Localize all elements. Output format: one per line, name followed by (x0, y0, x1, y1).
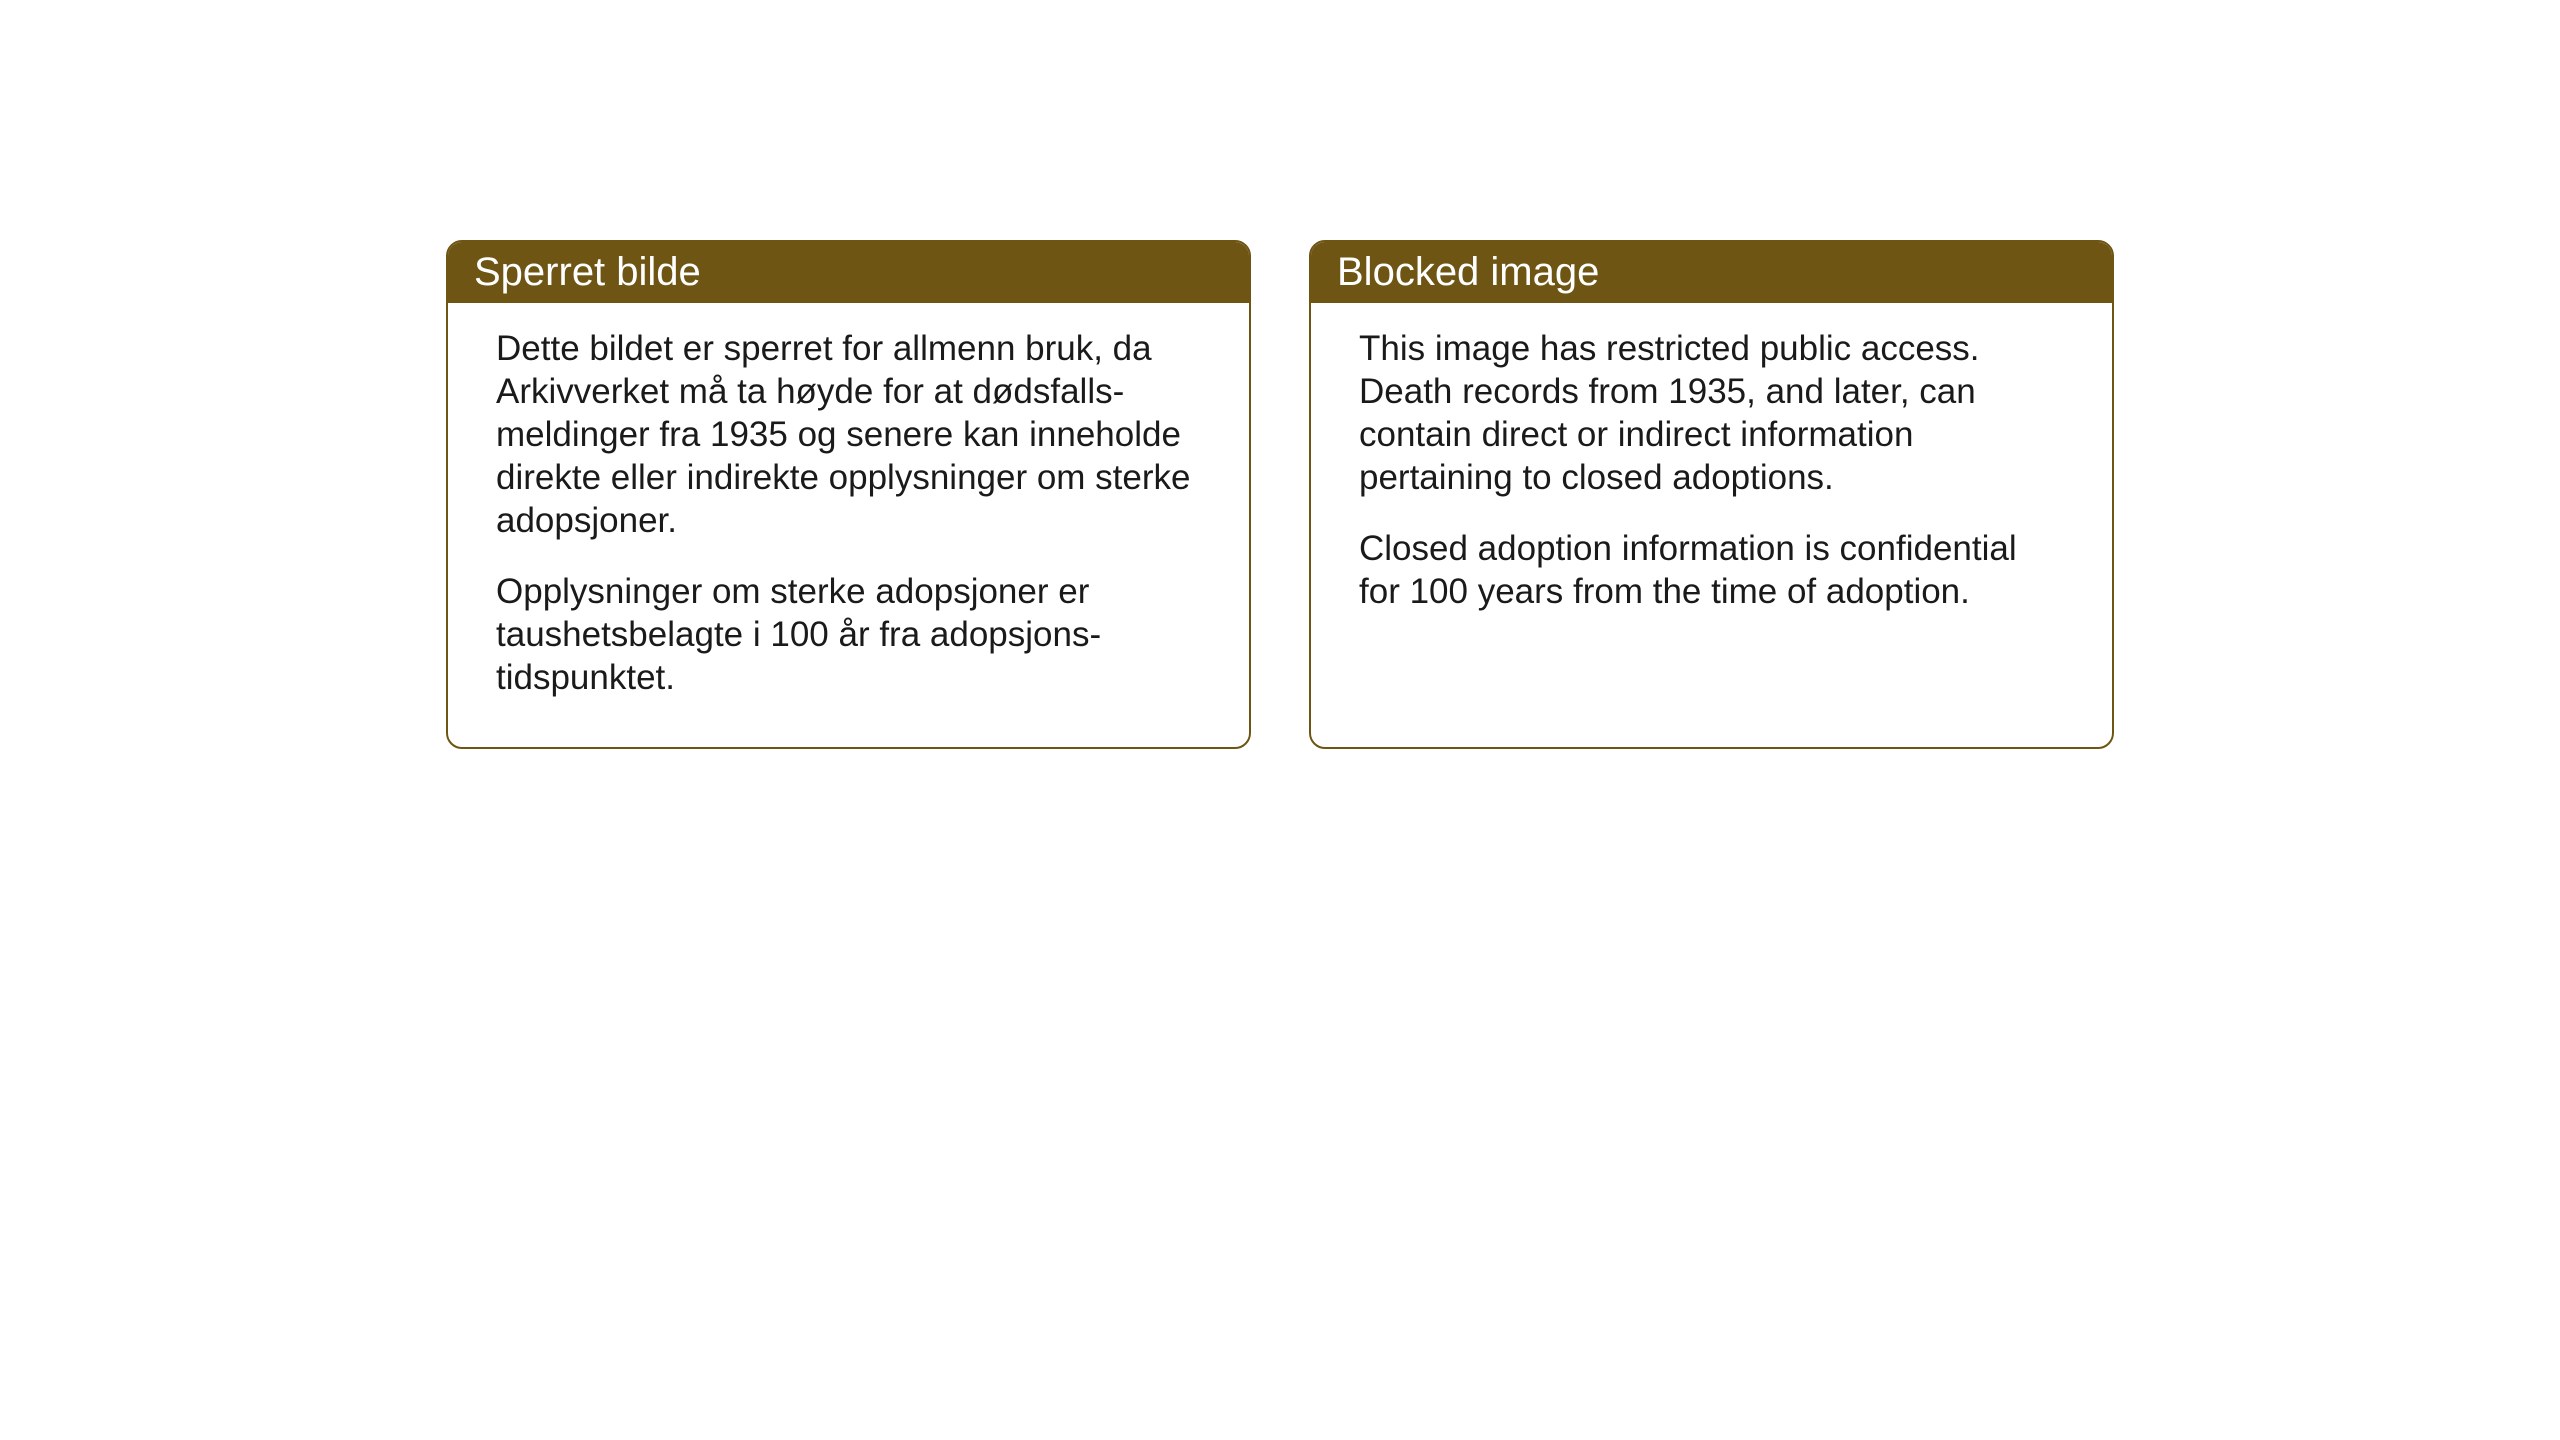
card-header-english: Blocked image (1311, 242, 2112, 303)
card-body-norwegian: Dette bildet er sperret for allmenn bruk… (448, 303, 1249, 735)
card-title-english: Blocked image (1337, 250, 1599, 294)
card-paragraph-2-norwegian: Opplysninger om sterke adopsjoner er tau… (496, 570, 1201, 699)
notice-card-norwegian: Sperret bilde Dette bildet er sperret fo… (446, 240, 1251, 749)
card-header-norwegian: Sperret bilde (448, 242, 1249, 303)
card-body-english: This image has restricted public access.… (1311, 303, 2112, 649)
card-paragraph-2-english: Closed adoption information is confident… (1359, 527, 2064, 613)
card-paragraph-1-english: This image has restricted public access.… (1359, 327, 2064, 499)
card-paragraph-1-norwegian: Dette bildet er sperret for allmenn bruk… (496, 327, 1201, 542)
notice-container: Sperret bilde Dette bildet er sperret fo… (446, 240, 2114, 749)
notice-card-english: Blocked image This image has restricted … (1309, 240, 2114, 749)
card-title-norwegian: Sperret bilde (474, 250, 701, 294)
